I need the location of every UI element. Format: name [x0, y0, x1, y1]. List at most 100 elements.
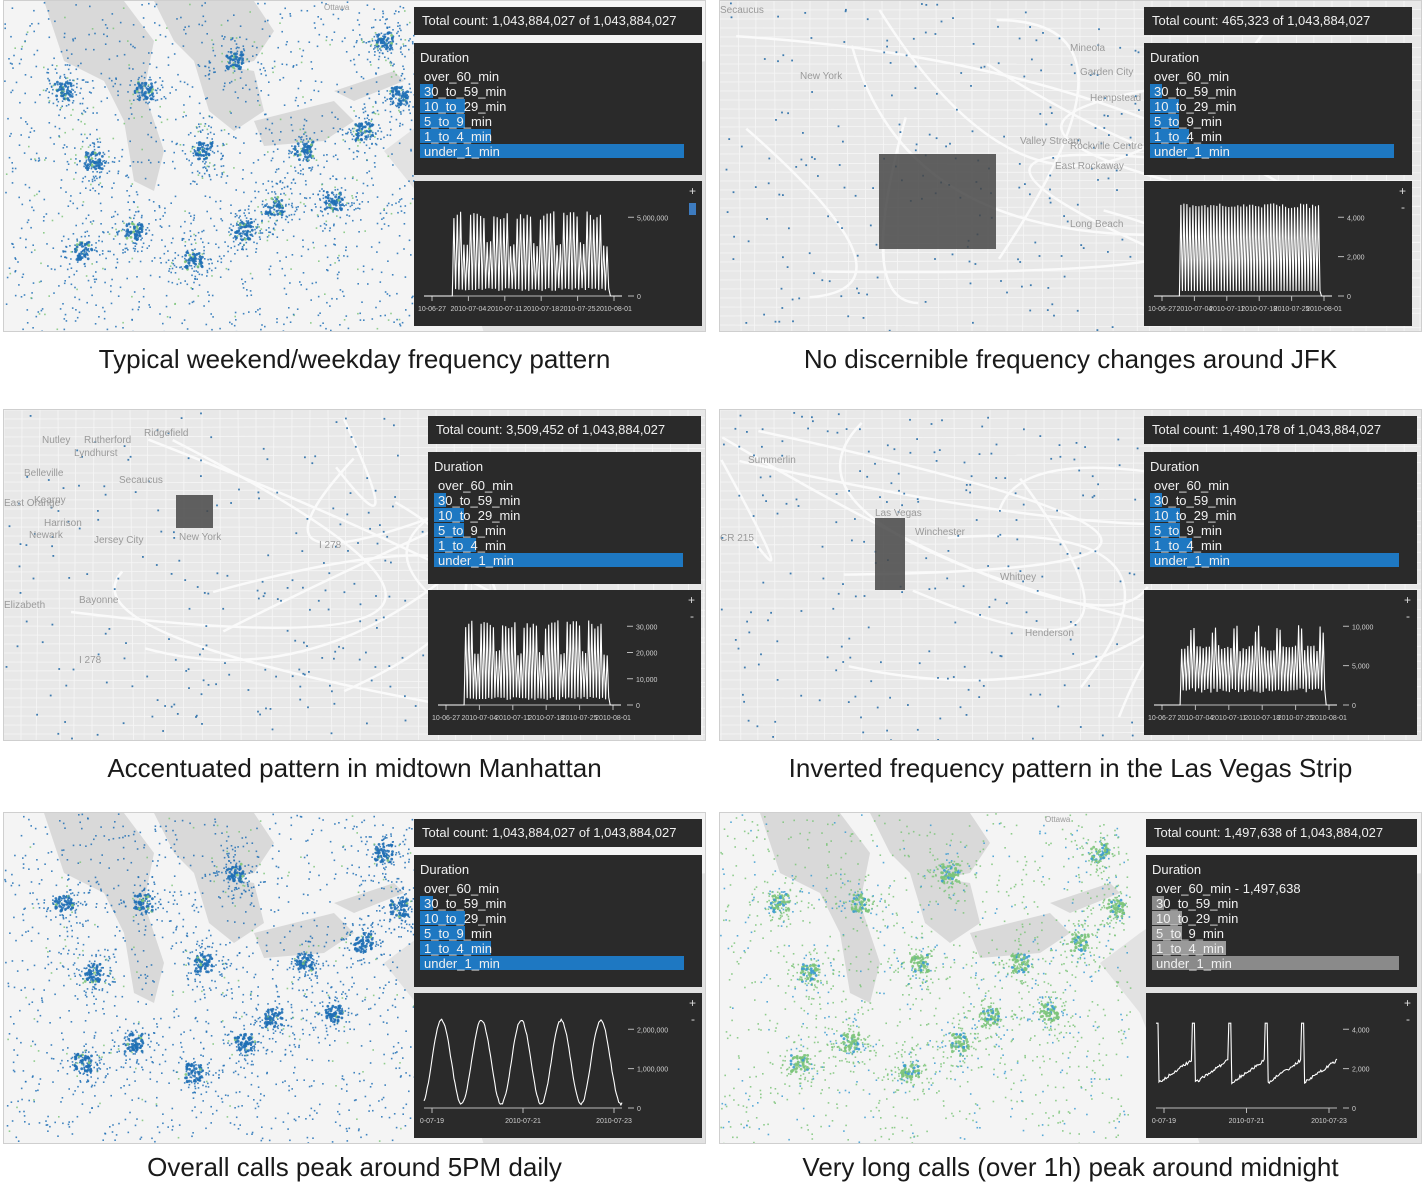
map-panel[interactable]: Secaucus New York Mineola Garden City Hempst…: [719, 0, 1422, 332]
legend-item[interactable]: 5_to_9_min: [434, 523, 695, 538]
map-place-label: Ridgefield: [144, 428, 189, 439]
selection-rectangle[interactable]: [879, 154, 996, 249]
legend-title: Duration: [1152, 862, 1202, 877]
zoom-out-button[interactable]: -: [1406, 609, 1410, 623]
y-tick-label: 0: [1347, 294, 1351, 301]
legend-item[interactable]: 30_to_59_min: [1150, 84, 1406, 99]
legend-item[interactable]: 30_to_59_min: [420, 896, 696, 911]
legend-item[interactable]: 30_to_59_min: [1152, 896, 1411, 911]
selection-rectangle[interactable]: [176, 495, 213, 528]
map-place-label: I 278: [79, 655, 102, 666]
timeseries-chart-panel[interactable]: 30,000 20,000 10,000 0 10-06-27 2010-07-04 201…: [428, 590, 701, 735]
x-tick-label: 2010-08-01: [1311, 715, 1347, 722]
zoom-out-button[interactable]: -: [1401, 200, 1405, 214]
legend-item[interactable]: 1_to_4_min: [420, 941, 696, 956]
legend-item[interactable]: 5_to_9_min: [1150, 114, 1406, 129]
zoom-out-button[interactable]: -: [1406, 1012, 1410, 1026]
legend-item[interactable]: 10_to_29_min: [420, 99, 696, 114]
zoom-in-button[interactable]: +: [688, 184, 696, 198]
legend-item[interactable]: 5_to_9_min: [1152, 926, 1411, 941]
timeseries-chart-panel[interactable]: 4,000 2,000 0 0-07-19 2010-07-21 2010-07-23 + -: [1146, 993, 1417, 1138]
legend-item-label: 10_to_29_min: [1154, 508, 1237, 523]
map-place-label: Bayonne: [79, 595, 119, 606]
map-place-label: Ottawa: [324, 3, 350, 12]
legend-item[interactable]: 5_to_9_min: [420, 926, 696, 941]
map-place-label: Lyndhurst: [74, 448, 118, 459]
zoom-in-button[interactable]: +: [1403, 593, 1411, 607]
map-panel[interactable]: Nutley Rutherford Lyndhurst Ridgefield Belle…: [3, 409, 706, 741]
map-place-label: Ottawa: [1045, 815, 1071, 824]
map-place-label: Long Beach: [1070, 219, 1124, 230]
legend-item[interactable]: 10_to_29_min: [420, 911, 696, 926]
map-place-label: Rutherford: [84, 435, 132, 446]
map-panel[interactable]: Ottawa Total count: 1,497,638 of 1,043,88…: [719, 812, 1422, 1144]
duration-legend[interactable]: Duration over_60_min 30_to_59_min 10_to_29_…: [1144, 452, 1417, 584]
legend-item[interactable]: over_60_min: [1150, 478, 1411, 493]
legend-item[interactable]: under_1_min: [420, 144, 696, 159]
legend-item[interactable]: 1_to_4_min: [1150, 538, 1411, 553]
duration-legend[interactable]: Duration over_60_min 30_to_59_min 10_to_29_…: [414, 855, 702, 987]
timeseries-chart[interactable]: 4,000 2,000 0 0-07-19 2010-07-21 2010-07-23: [1146, 993, 1417, 1138]
total-count-label: Total count: 1,490,178 of 1,043,884,027: [1144, 416, 1417, 444]
legend-item[interactable]: 1_to_4_min: [1152, 941, 1411, 956]
timeseries-chart[interactable]: 2,000,000 1,000,000 0 0-07-19 2010-07-21 2010…: [414, 993, 702, 1138]
y-tick-label: 0: [636, 703, 640, 710]
legend-fill-bar: [420, 144, 684, 158]
legend-item[interactable]: 5_to_9_min: [420, 114, 696, 129]
duration-legend[interactable]: Duration over_60_min - 1,497,638 30_to_59_…: [1146, 855, 1417, 987]
legend-item[interactable]: 1_to_4_min: [420, 129, 696, 144]
legend-item-label: 30_to_59_min: [1156, 896, 1239, 911]
timeseries-chart-panel[interactable]: 4,000 2,000 0 10-06-27 2010-07-04 2010-07-11 2…: [1144, 181, 1412, 326]
legend-item[interactable]: under_1_min: [420, 956, 696, 971]
legend-item[interactable]: over_60_min: [420, 881, 696, 896]
duration-legend[interactable]: Duration over_60_min 30_to_59_min 10_to_29_…: [428, 452, 701, 584]
legend-item[interactable]: 1_to_4_min: [434, 538, 695, 553]
legend-item[interactable]: under_1_min: [1150, 144, 1406, 159]
legend-item[interactable]: 1_to_4_min: [1150, 129, 1406, 144]
panel-caption: Typical weekend/weekday frequency patter…: [98, 344, 611, 374]
timeseries-chart-panel[interactable]: 10,000 5,000 0 10-06-27 2010-07-04 2010-07-11…: [1144, 590, 1417, 735]
legend-item[interactable]: over_60_min: [420, 69, 696, 84]
legend-item[interactable]: under_1_min: [1152, 956, 1411, 971]
timeseries-chart-panel[interactable]: 5,000,000 0 10-06-27 2010-07-04 2010-07-11 20…: [414, 181, 702, 326]
timeseries-chart[interactable]: 10,000 5,000 0 10-06-27 2010-07-042010-07-11…: [1144, 590, 1417, 735]
zoom-out-button[interactable]: -: [691, 1012, 695, 1026]
legend-title: Duration: [420, 50, 470, 65]
legend-item[interactable]: 30_to_59_min: [1150, 493, 1411, 508]
legend-item[interactable]: 10_to_29_min: [1150, 508, 1411, 523]
x-tick-label: 2010-07-11: [495, 715, 530, 722]
zoom-in-button[interactable]: +: [1398, 184, 1406, 198]
legend-item[interactable]: under_1_min: [1150, 553, 1411, 568]
y-tick-label: 2,000,000: [637, 1027, 668, 1034]
legend-item[interactable]: 5_to_9_min: [1150, 523, 1411, 538]
x-tick-label: 2010-07-11: [1211, 715, 1246, 722]
legend-item[interactable]: over_60_min: [1150, 69, 1406, 84]
legend-item[interactable]: 30_to_59_min: [420, 84, 696, 99]
zoom-in-button[interactable]: +: [687, 593, 695, 607]
duration-legend[interactable]: Duration over_60_min 30_to_59_min 10_to_29_…: [1144, 43, 1412, 175]
timeseries-chart-panel[interactable]: 2,000,000 1,000,000 0 0-07-19 2010-07-21 2010…: [414, 993, 702, 1138]
legend-item[interactable]: 10_to_29_min: [434, 508, 695, 523]
x-tick-label: 0-07-19: [1152, 1118, 1176, 1125]
zoom-in-button[interactable]: +: [688, 996, 696, 1010]
x-tick-label: 2010-07-23: [596, 1118, 632, 1125]
legend-item[interactable]: 10_to_29_min: [1150, 99, 1406, 114]
legend-item[interactable]: over_60_min - 1,497,638: [1152, 881, 1411, 896]
duration-legend[interactable]: Duration over_60_min 30_to_59_min 10_to_29_…: [414, 43, 702, 175]
zoom-in-button[interactable]: +: [1403, 996, 1411, 1010]
legend-item[interactable]: under_1_min: [434, 553, 695, 568]
selection-rectangle[interactable]: [875, 518, 905, 590]
map-panel[interactable]: Total count: 1,043,884,027 of 1,043,884,…: [3, 812, 706, 1144]
legend-item[interactable]: 30_to_59_min: [434, 493, 695, 508]
map-panel[interactable]: Ottawa Total count: 1,043,884,027 of 1,04…: [3, 0, 706, 332]
legend-fill-bar: [1150, 493, 1163, 507]
x-tick-label: 2010-08-01: [596, 306, 632, 313]
map-panel[interactable]: Summerlin Las Vegas Winchester Whitney Hende…: [719, 409, 1422, 741]
legend-fill-bar: [434, 493, 447, 507]
zoom-out-button[interactable]: -: [690, 609, 694, 623]
legend-item[interactable]: 10_to_29_min: [1152, 911, 1411, 926]
legend-item[interactable]: over_60_min: [434, 478, 695, 493]
